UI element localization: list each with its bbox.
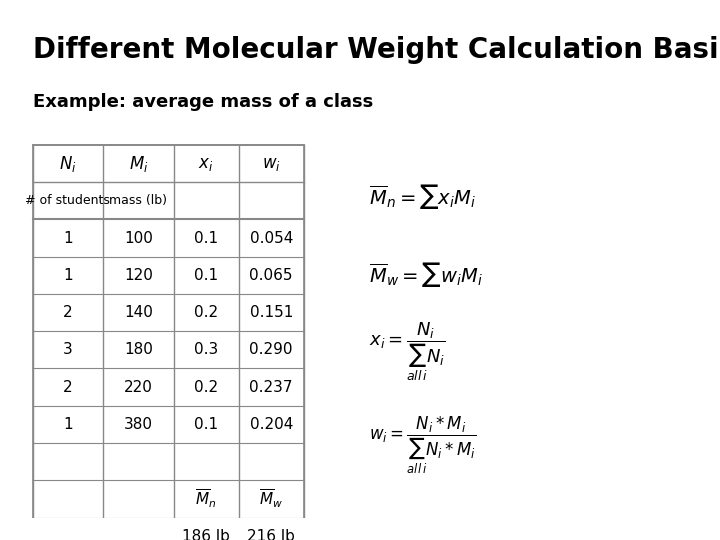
Text: 120: 120	[124, 268, 153, 283]
Text: 216 lb: 216 lb	[247, 529, 295, 540]
Text: 0.1: 0.1	[194, 417, 218, 432]
Text: 0.2: 0.2	[194, 305, 218, 320]
Text: 0.1: 0.1	[194, 268, 218, 283]
Text: $w_i$: $w_i$	[262, 154, 281, 173]
Text: 0.237: 0.237	[249, 380, 293, 395]
Text: 1: 1	[63, 417, 73, 432]
Text: $x_i$: $x_i$	[199, 154, 214, 173]
Text: 2: 2	[63, 305, 73, 320]
Text: 380: 380	[124, 417, 153, 432]
Text: 3: 3	[63, 342, 73, 357]
FancyBboxPatch shape	[174, 517, 304, 540]
Text: $\overline{M}_w = \sum w_i M_i$: $\overline{M}_w = \sum w_i M_i$	[369, 260, 483, 289]
Text: 0.3: 0.3	[194, 342, 218, 357]
Text: 0.290: 0.290	[249, 342, 293, 357]
Text: 100: 100	[124, 231, 153, 246]
Text: 1: 1	[63, 268, 73, 283]
Text: 0.2: 0.2	[194, 380, 218, 395]
Text: $N_i$: $N_i$	[59, 153, 76, 173]
Text: mass (lb): mass (lb)	[109, 194, 167, 207]
Text: 180: 180	[124, 342, 153, 357]
Text: Different Molecular Weight Calculation Basis: Different Molecular Weight Calculation B…	[32, 36, 720, 64]
Text: $\overline{M}_n$: $\overline{M}_n$	[195, 488, 217, 510]
Text: 220: 220	[124, 380, 153, 395]
Text: 2: 2	[63, 380, 73, 395]
Text: $w_i = \dfrac{N_i * M_i}{\sum_{all\, i} N_i * M_i}$: $w_i = \dfrac{N_i * M_i}{\sum_{all\, i} …	[369, 415, 477, 476]
Text: 0.151: 0.151	[250, 305, 293, 320]
Text: Example: average mass of a class: Example: average mass of a class	[32, 93, 373, 111]
Text: 140: 140	[124, 305, 153, 320]
Text: $\overline{M}_n = \sum x_i M_i$: $\overline{M}_n = \sum x_i M_i$	[369, 182, 476, 211]
Text: # of students: # of students	[25, 194, 110, 207]
Text: $x_i = \dfrac{N_i}{\sum_{all\, i} N_i}$: $x_i = \dfrac{N_i}{\sum_{all\, i} N_i}$	[369, 321, 446, 383]
Text: $\overline{M}_w$: $\overline{M}_w$	[259, 488, 283, 510]
Text: 186 lb: 186 lb	[182, 529, 230, 540]
Text: $M_i$: $M_i$	[129, 153, 148, 173]
Text: 0.1: 0.1	[194, 231, 218, 246]
Text: 1: 1	[63, 231, 73, 246]
Text: 0.054: 0.054	[250, 231, 293, 246]
Text: 0.065: 0.065	[249, 268, 293, 283]
Text: 0.204: 0.204	[250, 417, 293, 432]
